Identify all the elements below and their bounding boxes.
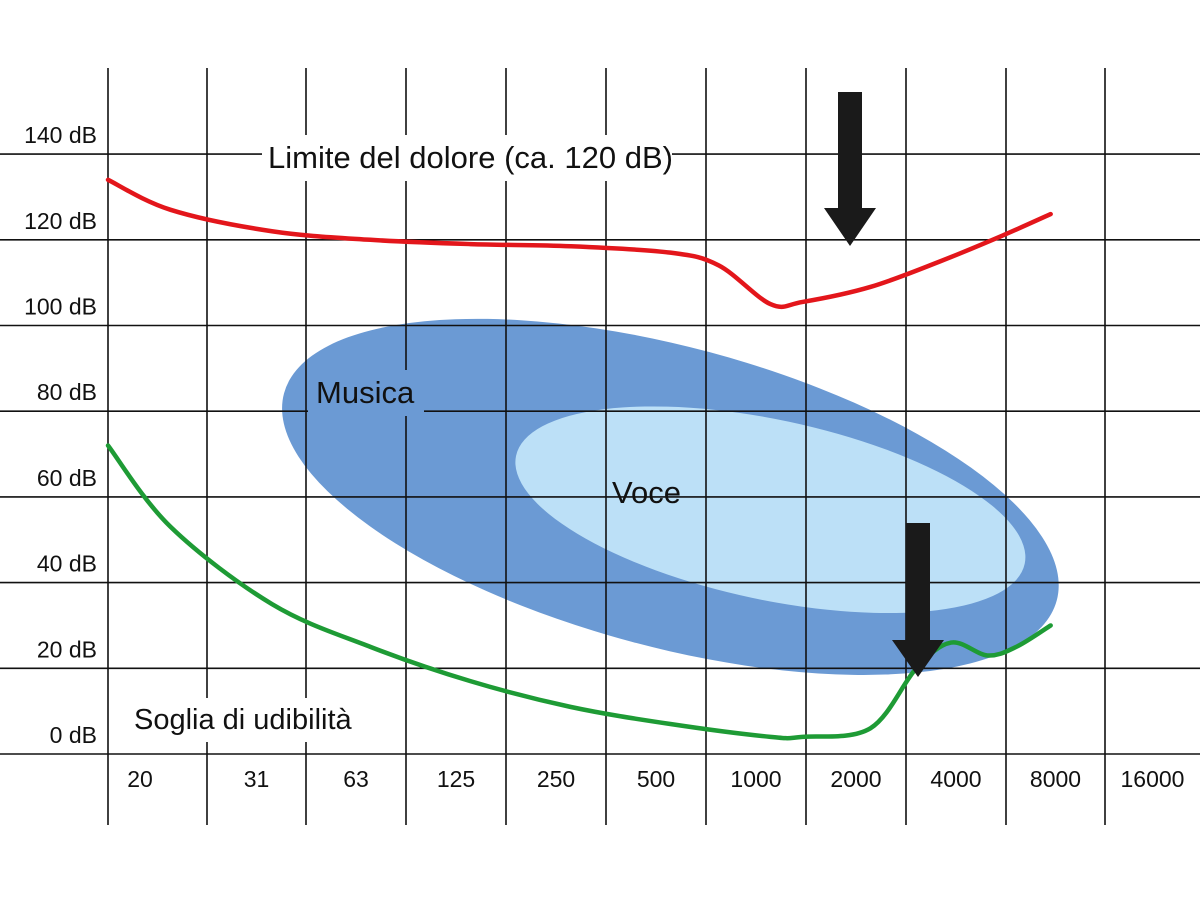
x-tick-label: 31 — [244, 766, 270, 792]
pain-threshold-curve — [105, 177, 1053, 310]
music-label-backing — [308, 370, 424, 416]
x-tick-label: 8000 — [1030, 766, 1081, 792]
hearing-threshold-curve — [105, 443, 1053, 741]
y-tick-labels: 0 dB 20 dB 40 dB 60 dB 80 dB 100 dB 120 dB 140 … — [24, 122, 97, 748]
y-tick-label: 40 dB — [37, 551, 97, 577]
x-tick-label: 4000 — [930, 766, 981, 792]
y-tick-label: 60 dB — [37, 465, 97, 491]
x-tick-label: 125 — [437, 766, 475, 792]
y-tick-label: 0 dB — [50, 722, 97, 748]
x-tick-label: 16000 — [1121, 766, 1185, 792]
x-tick-labels: 20 31 63 125 250 500 1000 2000 4000 8000 16000 — [127, 766, 1184, 792]
y-tick-label: 120 dB — [24, 208, 97, 234]
series-layer — [105, 177, 1053, 741]
x-tick-label: 250 — [537, 766, 575, 792]
labels-layer: Limite del dolore (ca. 120 dB) Musica Vo… — [128, 135, 681, 742]
y-tick-label: 80 dB — [37, 379, 97, 405]
pain-label-backing — [262, 135, 672, 181]
music-label: Musica — [316, 375, 415, 410]
hearing-label-backing — [128, 698, 378, 742]
x-tick-label: 1000 — [730, 766, 781, 792]
y-tick-label: 100 dB — [24, 294, 97, 320]
y-tick-label: 140 dB — [24, 122, 97, 148]
x-tick-label: 20 — [127, 766, 153, 792]
hearing-dip-arrow — [892, 523, 944, 677]
y-tick-label: 20 dB — [37, 636, 97, 662]
voice-region — [515, 406, 1026, 614]
voice-label: Voce — [612, 475, 681, 510]
arrows-layer — [824, 92, 944, 677]
pain-threshold-label: Limite del dolore (ca. 120 dB) — [268, 140, 673, 175]
hearing-threshold-label: Soglia di udibilità — [134, 704, 353, 736]
x-tick-label: 63 — [343, 766, 369, 792]
x-tick-label: 500 — [637, 766, 675, 792]
pain-dip-arrow — [824, 92, 876, 246]
x-tick-label: 2000 — [830, 766, 881, 792]
